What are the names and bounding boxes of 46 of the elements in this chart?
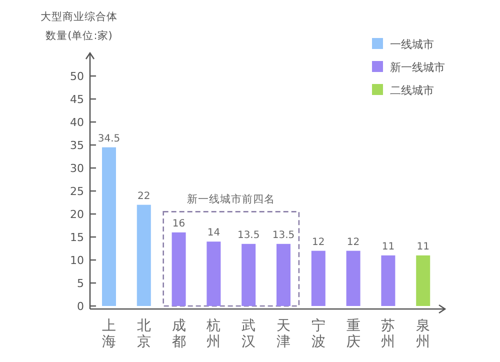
y-tick-label: 10 <box>70 254 84 267</box>
bar <box>381 255 396 306</box>
x-tick-label: 杭州 <box>206 318 221 350</box>
y-tick-label: 40 <box>70 116 84 129</box>
bar <box>416 255 430 306</box>
y-tick-label: 0 <box>77 300 84 313</box>
data-label: 13.5 <box>272 230 295 241</box>
x-tick-label: 宁波 <box>311 318 326 350</box>
y-tick-label: 25 <box>70 185 84 198</box>
x-tick-label: 成都 <box>172 318 186 350</box>
bar <box>172 232 186 306</box>
bar <box>311 250 326 306</box>
x-tick-label: 天津 <box>276 318 290 350</box>
x-tick-label: 重庆 <box>346 318 360 350</box>
y-tick-label: 50 <box>70 70 84 83</box>
data-label: 11 <box>416 241 430 252</box>
data-label: 12 <box>346 236 360 248</box>
data-label: 12 <box>312 236 325 248</box>
data-label: 14 <box>207 228 220 239</box>
legend-label: 新一线城市 <box>390 61 445 74</box>
y-axis-title: 大型商业综合体数量(单位:家) <box>40 10 118 44</box>
x-tick-label: 上海 <box>102 318 116 350</box>
bar <box>136 204 151 306</box>
x-tick-label: 苏州 <box>381 318 396 350</box>
x-tick-label: 北京 <box>136 318 151 350</box>
legend-label: 一线城市 <box>390 38 434 51</box>
x-tick-label: 武汉 <box>242 318 256 350</box>
bar <box>346 250 360 306</box>
bar <box>102 147 116 306</box>
y-tick-label: 15 <box>70 231 84 244</box>
bar <box>242 244 256 306</box>
data-label: 16 <box>172 218 186 230</box>
data-label: 11 <box>382 241 395 252</box>
annotation: 新一线城市前四名 <box>187 192 276 206</box>
y-tick-label: 35 <box>70 139 84 152</box>
bar <box>276 244 290 306</box>
y-tick-label: 5 <box>77 277 84 290</box>
data-label: 13.5 <box>237 230 260 241</box>
data-label: 22 <box>138 190 150 202</box>
legend-label: 二线城市 <box>390 84 434 97</box>
y-tick-label: 20 <box>70 208 84 221</box>
y-tick-label: 30 <box>70 162 84 175</box>
y-tick-label: 45 <box>70 93 84 106</box>
data-label: 34.5 <box>98 133 120 144</box>
x-tick-label: 泉州 <box>416 318 430 350</box>
bar <box>206 242 221 306</box>
